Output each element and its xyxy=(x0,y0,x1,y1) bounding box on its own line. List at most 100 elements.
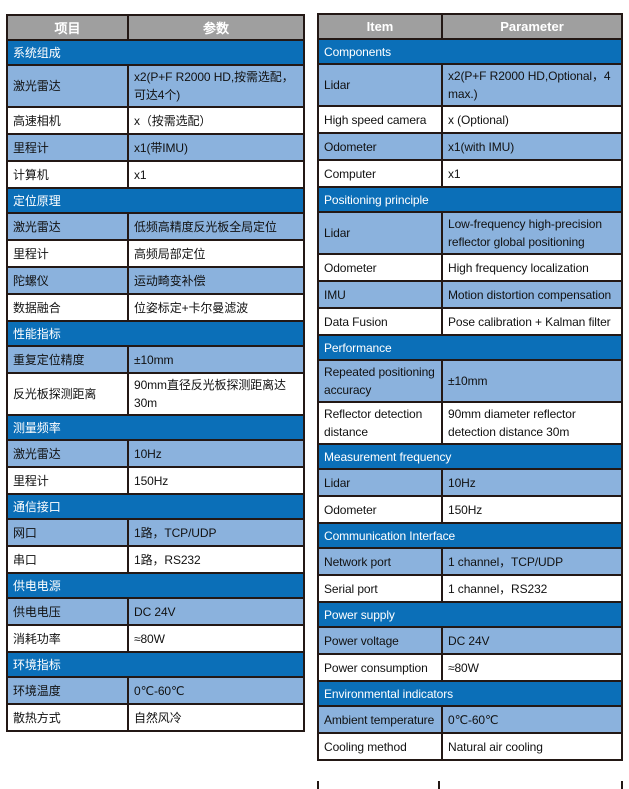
param-cell: 高频局部定位 xyxy=(127,239,305,268)
spec-table-english: Item Parameter Components Lidar x2(P+F R20… xyxy=(317,13,623,761)
param-cell: 运动畸变补偿 xyxy=(127,266,305,295)
section-row: 测量频率 xyxy=(6,414,305,441)
param-cell: DC 24V xyxy=(441,626,623,655)
param-cell: 位姿标定+卡尔曼滤波 xyxy=(127,293,305,322)
section-row: Components xyxy=(317,38,623,65)
table-row: Power voltage DC 24V xyxy=(317,626,623,655)
param-cell: 0℃-60℃ xyxy=(441,705,623,734)
param-cell: x2(P+F R2000 HD,Optional，4 max.) xyxy=(441,63,623,107)
param-cell: 1 channel，TCP/UDP xyxy=(441,547,623,576)
item-cell: Power voltage xyxy=(317,626,443,655)
cutoff-column-divider xyxy=(438,781,440,789)
column-header-item-en: Item xyxy=(317,13,443,40)
section-label: Components xyxy=(317,38,623,65)
param-cell: 150Hz xyxy=(441,495,623,524)
table-row: Repeated positioning accuracy ±10mm xyxy=(317,359,623,403)
item-cell: IMU xyxy=(317,280,443,309)
param-cell: x1(带IMU) xyxy=(127,133,305,162)
header-row: Item Parameter xyxy=(317,13,623,40)
item-cell: Odometer xyxy=(317,253,443,282)
section-label: Performance xyxy=(317,334,623,361)
item-cell: Odometer xyxy=(317,132,443,161)
column-header-parameter-cn: 参数 xyxy=(127,14,305,41)
item-cell: 激光雷达 xyxy=(6,439,129,468)
table-row: Reflector detection distance 90mm diamete… xyxy=(317,401,623,445)
section-row: 系统组成 xyxy=(6,39,305,66)
param-cell: 90mm直径反光板探测距离达30m xyxy=(127,372,305,416)
table-row: 串口 1路，RS232 xyxy=(6,545,305,574)
param-cell: ±10mm xyxy=(127,345,305,374)
param-cell: High frequency localization xyxy=(441,253,623,282)
table-row: 反光板探测距离 90mm直径反光板探测距离达30m xyxy=(6,372,305,416)
item-cell: Ambient temperature xyxy=(317,705,443,734)
param-cell: ≈80W xyxy=(441,653,623,682)
item-cell: 数据融合 xyxy=(6,293,129,322)
section-label: 性能指标 xyxy=(6,320,305,347)
table-row: 散热方式 自然风冷 xyxy=(6,703,305,732)
item-cell: 散热方式 xyxy=(6,703,129,732)
param-cell: ≈80W xyxy=(127,624,305,653)
column-header-item-cn: 项目 xyxy=(6,14,129,41)
section-label: Positioning principle xyxy=(317,186,623,213)
table-row: Serial port 1 channel，RS232 xyxy=(317,574,623,603)
section-label: Measurement frequency xyxy=(317,443,623,470)
param-cell: Pose calibration + Kalman filter xyxy=(441,307,623,336)
item-cell: 陀螺仪 xyxy=(6,266,129,295)
item-cell: High speed camera xyxy=(317,105,443,134)
param-cell: 1 channel，RS232 xyxy=(441,574,623,603)
section-row: 定位原理 xyxy=(6,187,305,214)
table-row: 网口 1路，TCP/UDP xyxy=(6,518,305,547)
table-row: Ambient temperature 0℃-60℃ xyxy=(317,705,623,734)
section-label: Communication Interface xyxy=(317,522,623,549)
item-cell: 消耗功率 xyxy=(6,624,129,653)
table-row: Odometer x1(with IMU) xyxy=(317,132,623,161)
spec-table-chinese: 项目 参数 系统组成 激光雷达 x2(P+F R2000 HD,按需选配，可达4个)… xyxy=(6,14,305,732)
item-cell: Power consumption xyxy=(317,653,443,682)
item-cell: 重复定位精度 xyxy=(6,345,129,374)
cutoff-right-border xyxy=(621,781,623,789)
item-cell: Lidar xyxy=(317,468,443,497)
param-cell: ±10mm xyxy=(441,359,623,403)
param-cell: DC 24V xyxy=(127,597,305,626)
section-row: 性能指标 xyxy=(6,320,305,347)
table-row: 供电电压 DC 24V xyxy=(6,597,305,626)
item-cell: 反光板探测距离 xyxy=(6,372,129,416)
table-row: Computer x1 xyxy=(317,159,623,188)
table-row: IMU Motion distortion compensation xyxy=(317,280,623,309)
param-cell: 10Hz xyxy=(441,468,623,497)
item-cell: 计算机 xyxy=(6,160,129,189)
section-label: 定位原理 xyxy=(6,187,305,214)
table-row: 激光雷达 10Hz xyxy=(6,439,305,468)
spec-table-body-en: Components Lidar x2(P+F R2000 HD,Optional，… xyxy=(317,38,623,761)
item-cell: Serial port xyxy=(317,574,443,603)
table-row: High speed camera x (Optional) xyxy=(317,105,623,134)
section-row: Positioning principle xyxy=(317,186,623,213)
table-row: 高速相机 x（按需选配） xyxy=(6,106,305,135)
item-cell: 激光雷达 xyxy=(6,64,129,108)
param-cell: Low-frequency high-precision reflector g… xyxy=(441,211,623,255)
table-row: Odometer 150Hz xyxy=(317,495,623,524)
table-row: 消耗功率 ≈80W xyxy=(6,624,305,653)
param-cell: x1 xyxy=(441,159,623,188)
table-row: Data Fusion Pose calibration + Kalman fil… xyxy=(317,307,623,336)
item-cell: 里程计 xyxy=(6,466,129,495)
item-cell: Lidar xyxy=(317,211,443,255)
table-row: 里程计 高频局部定位 xyxy=(6,239,305,268)
cutoff-left-border xyxy=(317,781,319,789)
section-row: Environmental indicators xyxy=(317,680,623,707)
item-cell: 里程计 xyxy=(6,133,129,162)
item-cell: 环境温度 xyxy=(6,676,129,705)
param-cell: Natural air cooling xyxy=(441,732,623,761)
item-cell: Data Fusion xyxy=(317,307,443,336)
section-row: 通信接口 xyxy=(6,493,305,520)
item-cell: 里程计 xyxy=(6,239,129,268)
item-cell: Lidar xyxy=(317,63,443,107)
param-cell: 90mm diameter reflector detection distan… xyxy=(441,401,623,445)
section-row: Measurement frequency xyxy=(317,443,623,470)
param-cell: 0℃-60℃ xyxy=(127,676,305,705)
table-row: Lidar x2(P+F R2000 HD,Optional，4 max.) xyxy=(317,63,623,107)
spec-table-body-cn: 系统组成 激光雷达 x2(P+F R2000 HD,按需选配，可达4个) 高速相机 x（… xyxy=(6,39,305,732)
section-label: Environmental indicators xyxy=(317,680,623,707)
param-cell: x1(with IMU) xyxy=(441,132,623,161)
section-row: Communication Interface xyxy=(317,522,623,549)
